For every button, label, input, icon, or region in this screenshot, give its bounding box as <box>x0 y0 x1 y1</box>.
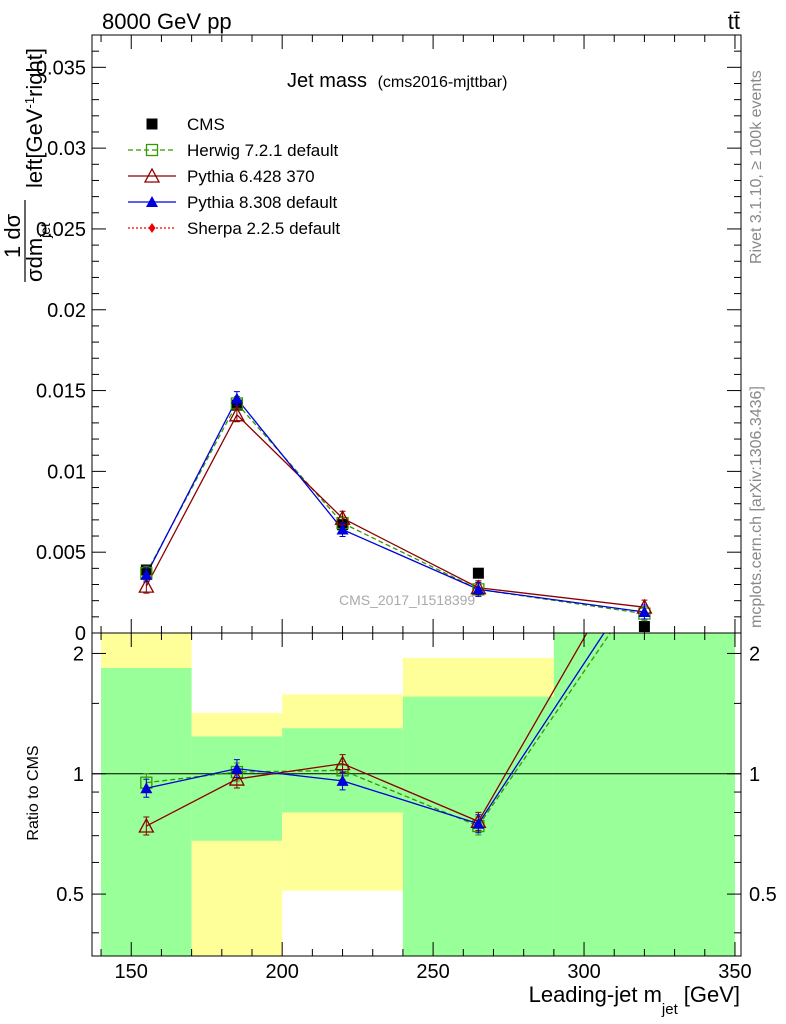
y-tick-label: 0.01 <box>47 461 86 483</box>
legend-marker <box>145 143 159 157</box>
y-tick-label: 0.03 <box>47 138 86 160</box>
main-panel <box>138 391 653 633</box>
legend-marker <box>148 223 156 233</box>
ratio-y-axis-label: Ratio to CMS <box>25 745 42 840</box>
data-point <box>336 523 349 535</box>
ratio-y-tick-label: 1 <box>73 764 84 786</box>
legend-label: Pythia 6.428 370 <box>187 167 315 186</box>
data-point <box>140 568 153 580</box>
x-tick-label: 200 <box>265 961 298 983</box>
legend-label: Sherpa 2.2.5 default <box>187 219 340 238</box>
legend-marker <box>143 167 161 183</box>
x-axis-label: Leading-jet mjet[GeV] <box>529 982 740 1018</box>
ratio-y-tick-label-right: 0.5 <box>749 884 777 906</box>
y-tick-label: 0.005 <box>36 542 86 564</box>
ylabel-denominator: σdmjet <box>22 223 53 282</box>
ratio-y-tick-label-right: 2 <box>749 643 760 665</box>
ratio-point <box>230 762 243 774</box>
ratio-point <box>138 817 155 833</box>
rivet-label: Rivet 3.1.10, ≥ 100k events <box>748 70 765 264</box>
ylabel-numerator: 1 dσ <box>0 213 25 258</box>
series-line <box>145 402 645 615</box>
ratio-point <box>228 770 245 786</box>
y-tick-label: 0.02 <box>47 300 86 322</box>
legend-marker <box>146 118 158 130</box>
data-point <box>472 583 485 595</box>
y-tick-label-zero: 0 <box>75 623 86 645</box>
main-subtitle-text: (cms2016-mjttbar) <box>378 74 508 91</box>
legend: CMS Herwig 7.2.1 default Pythia 6.428 370 P… <box>128 115 340 238</box>
ratio-y-tick-label: 0.5 <box>56 884 84 906</box>
y-tick-label: 0.035 <box>36 57 86 79</box>
legend-label: Herwig 7.2.1 default <box>187 141 338 160</box>
watermark: CMS_2017_I1518399 <box>339 592 475 608</box>
ylabel-unit: left[GeV-1right] <box>22 48 47 188</box>
data-point <box>228 406 245 422</box>
data-point <box>230 392 243 404</box>
x-tick-label: 150 <box>115 961 148 983</box>
ratio-y-tick-label-right: 1 <box>749 764 760 786</box>
ratio-point <box>334 755 351 771</box>
series-line <box>145 397 645 613</box>
data-point <box>638 605 651 617</box>
ratio-point <box>140 782 153 794</box>
y-tick-label: 0.015 <box>36 381 86 403</box>
legend-label: Pythia 8.308 default <box>187 193 338 212</box>
x-tick-label: 250 <box>416 961 449 983</box>
legend-label: CMS <box>187 115 225 134</box>
main-y-axis-label: 1 dσ σdmjet left[GeV-1right] <box>0 48 53 282</box>
ratio-plot-frame <box>91 632 742 957</box>
x-tick-label: 350 <box>718 961 751 983</box>
main-title-text: Jet mass <box>287 70 367 92</box>
ratio-band-inner <box>553 633 735 956</box>
mcplots-label: mcplots.cern.ch [arXiv:1306.3436] <box>748 386 765 628</box>
header-right: tt̄ <box>728 9 740 34</box>
ratio-band-inner <box>101 667 192 956</box>
header-left: 8000 GeV pp <box>102 9 232 34</box>
legend-marker <box>146 196 158 207</box>
ratio-panel <box>92 633 741 956</box>
data-point <box>472 567 484 579</box>
ratio-point <box>336 774 349 786</box>
ratio-y-tick-label: 2 <box>73 643 84 665</box>
y-tick-label: 0.025 <box>36 219 86 241</box>
ratio-band-inner <box>191 736 283 841</box>
main-title: Jet mass (cms2016-mjttbar) <box>287 70 507 92</box>
data-point <box>138 577 155 593</box>
ratio-point <box>472 817 485 829</box>
series-line <box>145 413 645 608</box>
x-tick-label: 300 <box>567 961 600 983</box>
